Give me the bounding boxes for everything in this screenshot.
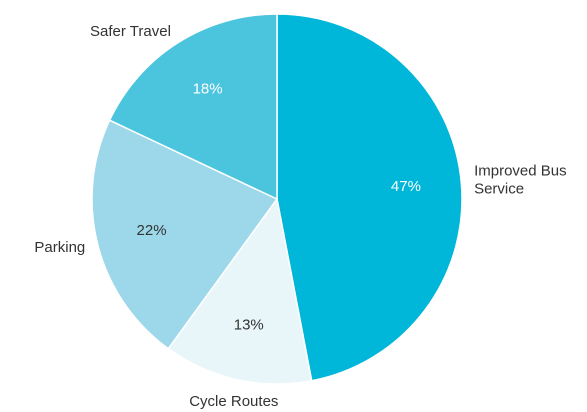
category-label-line: Service [474, 180, 524, 197]
pie-slice [276, 13, 463, 382]
category-label: Improved Bus Service [474, 162, 567, 197]
category-label: Cycle Routes [189, 393, 278, 410]
pie-slice [167, 197, 313, 385]
category-label: Safer Travel [90, 23, 171, 40]
category-label: Parking [34, 239, 85, 256]
slice-value-label: 13% [234, 316, 264, 333]
category-label-line: Parking [34, 239, 85, 256]
category-label-line: Improved Bus [474, 162, 567, 179]
category-label-line: Cycle Routes [189, 393, 278, 410]
slice-value-label: 47% [391, 178, 421, 195]
slice-value-label: 22% [137, 222, 167, 239]
pie-slice [108, 13, 278, 201]
slice-value-label: 18% [193, 81, 223, 98]
category-label-line: Safer Travel [90, 23, 171, 40]
